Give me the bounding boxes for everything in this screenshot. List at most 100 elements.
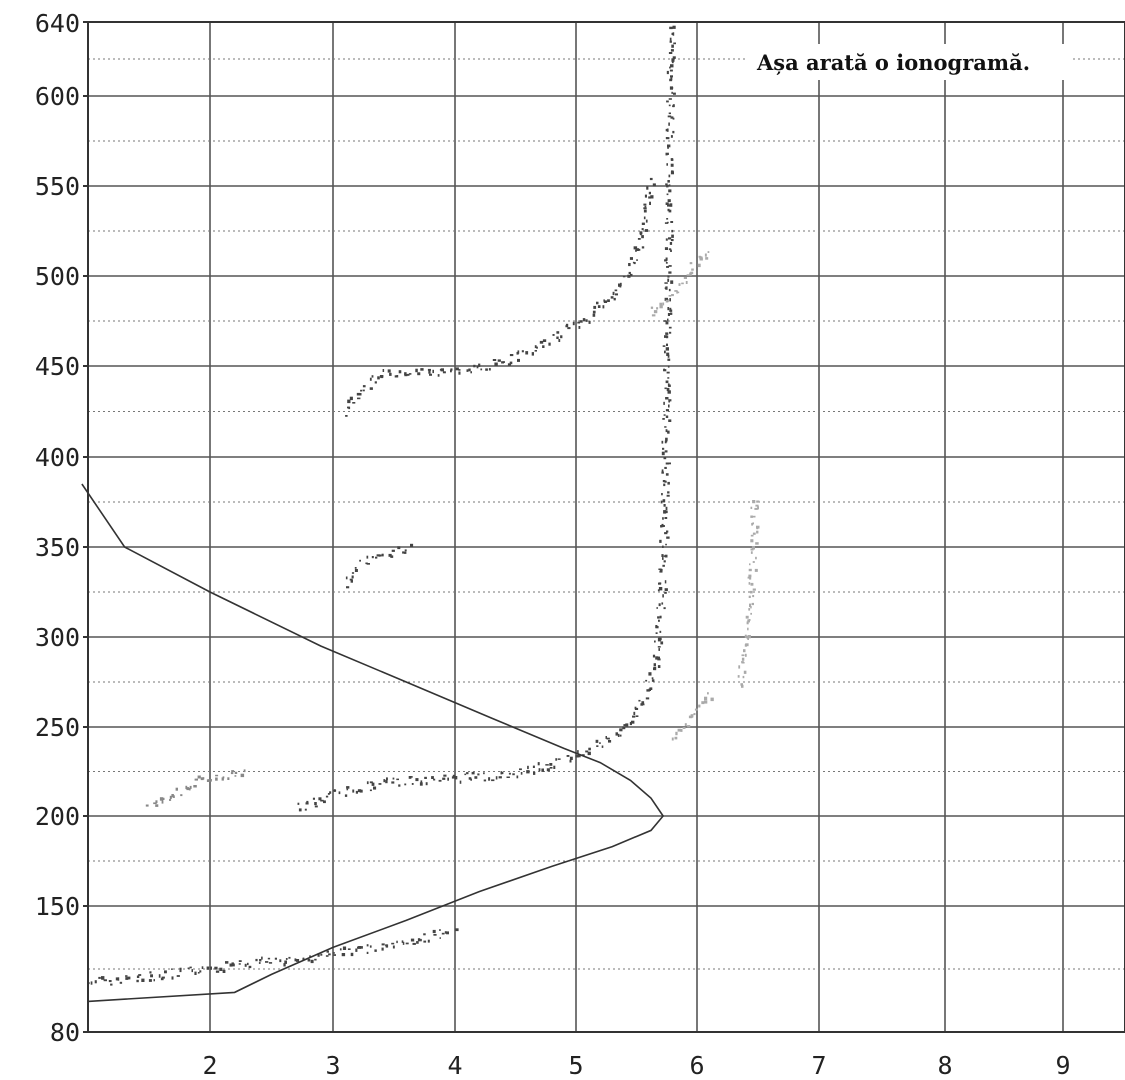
trace-mark	[669, 242, 673, 245]
trace-mark	[378, 554, 381, 557]
trace-mark	[222, 776, 225, 779]
trace-mark	[542, 339, 547, 342]
trace-mark	[201, 966, 204, 969]
trace-mark	[662, 517, 664, 520]
trace-mark	[671, 234, 674, 238]
trace-mark	[539, 340, 544, 344]
trace-mark	[641, 246, 645, 249]
trace-mark	[668, 384, 671, 387]
trace-mark	[636, 248, 641, 251]
trace-mark	[661, 440, 664, 444]
trace-mark	[749, 590, 753, 594]
trace-mark	[420, 368, 424, 371]
trace-mark	[676, 290, 678, 294]
trace-mark	[663, 504, 666, 507]
y-tick-label: 350	[35, 533, 80, 562]
trace-mark	[669, 78, 673, 82]
trace-mark	[509, 354, 514, 357]
trace-mark	[666, 530, 669, 533]
trace-mark	[668, 271, 672, 274]
trace-mark	[672, 105, 675, 108]
trace-mark	[162, 797, 165, 800]
trace-mark	[671, 58, 675, 62]
trace-mark	[664, 335, 668, 338]
trace-mark	[666, 494, 670, 497]
trace-mark	[668, 52, 673, 54]
trace-mark	[238, 960, 242, 962]
trace-mark	[473, 364, 476, 368]
trace-mark	[662, 302, 665, 306]
trace-mark	[667, 390, 671, 394]
trace-mark	[347, 948, 351, 950]
trace-mark	[593, 305, 597, 309]
trace-mark	[666, 218, 669, 220]
trace-mark	[670, 280, 674, 284]
trace-mark	[667, 354, 670, 358]
trace-mark	[754, 568, 758, 572]
trace-mark	[634, 706, 637, 710]
trace-mark	[659, 539, 662, 543]
trace-mark	[664, 350, 666, 354]
title-backdrop	[748, 44, 1070, 80]
trace-mark	[665, 262, 668, 264]
trace-mark	[210, 966, 212, 970]
trace-mark	[641, 228, 644, 231]
trace-mark	[160, 977, 164, 981]
x-tick-label: 5	[568, 1051, 583, 1080]
trace-series-5	[671, 692, 714, 741]
trace-mark	[379, 375, 384, 378]
trace-mark	[341, 953, 346, 957]
trace-mark	[667, 462, 671, 465]
trace-mark	[663, 483, 666, 487]
trace-mark	[643, 216, 646, 220]
trace-mark	[248, 965, 252, 969]
trace-mark	[659, 571, 663, 573]
trace-mark	[410, 543, 414, 548]
trace-mark	[659, 305, 663, 309]
trace-mark	[667, 208, 670, 212]
trace-mark	[657, 589, 660, 592]
trace-mark	[641, 235, 644, 239]
trace-mark	[396, 375, 399, 378]
trace-mark	[749, 603, 752, 608]
trace-mark	[317, 953, 320, 957]
trace-mark	[358, 946, 361, 949]
trace-mark	[740, 683, 743, 686]
trace-mark	[667, 115, 672, 118]
trace-mark	[663, 414, 666, 416]
trace-mark	[668, 288, 671, 292]
y-tick-label: 300	[35, 623, 80, 652]
trace-mark	[219, 967, 223, 971]
trace-mark	[155, 804, 159, 807]
trace-mark	[747, 627, 749, 631]
trace-mark	[667, 313, 670, 316]
trace-mark	[665, 257, 668, 261]
trace-mark	[651, 314, 656, 317]
trace-mark	[666, 185, 669, 187]
trace-mark	[750, 539, 754, 543]
trace-mark	[741, 661, 744, 663]
trace-mark	[756, 500, 760, 503]
trace-mark	[648, 688, 651, 691]
trace-mark	[439, 929, 441, 931]
trace-mark	[546, 768, 550, 772]
trace-mark	[442, 777, 446, 780]
trace-mark	[274, 957, 277, 960]
trace-mark	[746, 621, 749, 625]
trace-mark	[408, 776, 412, 779]
trace-mark	[452, 774, 456, 777]
trace-mark	[668, 209, 672, 213]
trace-mark	[169, 795, 172, 799]
trace-mark	[665, 409, 669, 412]
trace-mark	[677, 728, 681, 732]
trace-mark	[202, 777, 205, 780]
trace-mark	[750, 534, 754, 537]
trace-mark	[629, 721, 632, 726]
trace-mark	[534, 350, 537, 352]
trace-mark	[666, 343, 668, 346]
trace-mark	[669, 37, 672, 41]
trace-mark	[491, 779, 495, 782]
trace-mark	[383, 779, 386, 783]
trace-mark	[650, 306, 654, 309]
trace-mark	[657, 665, 661, 668]
